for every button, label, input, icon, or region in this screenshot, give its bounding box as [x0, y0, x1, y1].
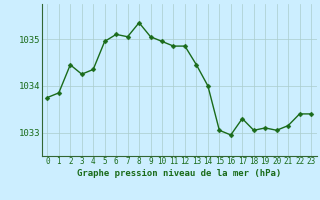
X-axis label: Graphe pression niveau de la mer (hPa): Graphe pression niveau de la mer (hPa): [77, 169, 281, 178]
